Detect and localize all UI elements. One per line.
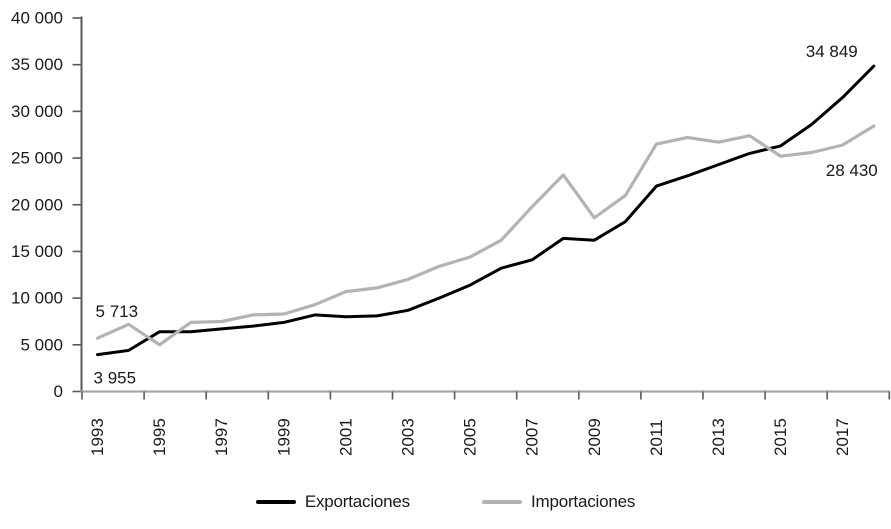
ytick-label: 30 000	[11, 102, 63, 121]
xtick-label: 2013	[709, 418, 728, 456]
ytick-label: 0	[54, 382, 63, 401]
xtick-label: 1999	[274, 418, 293, 456]
xtick-label: 1993	[88, 418, 107, 456]
data-label: 3 955	[94, 369, 137, 388]
xtick-label: 2005	[461, 418, 480, 456]
ytick-label: 5 000	[20, 335, 63, 354]
ytick-label: 10 000	[11, 289, 63, 308]
importaciones-line-swatch	[481, 500, 522, 504]
ytick-label: 20 000	[11, 195, 63, 214]
legend-item-importaciones: Importaciones	[481, 492, 636, 512]
xtick-label: 2003	[399, 418, 418, 456]
chart-legend: Exportaciones Importaciones	[0, 483, 891, 521]
legend-label-exportaciones: Exportaciones	[304, 492, 410, 511]
ytick-label: 15 000	[11, 242, 63, 261]
exportaciones-line	[96, 64, 876, 357]
xtick-label: 2007	[523, 418, 542, 456]
xtick-label: 2015	[771, 418, 790, 456]
xtick-label: 2017	[833, 418, 852, 456]
xtick-label: 1997	[212, 418, 231, 456]
line-chart: 0 5 000 10 000 15 000 20 000 25 000 30 000 35 0…	[11, 9, 891, 456]
data-label: 28 430	[826, 161, 878, 180]
xtick-label: 1995	[150, 418, 169, 456]
legend-item-exportaciones: Exportaciones	[255, 492, 410, 512]
ytick-label: 40 000	[11, 9, 63, 28]
data-label: 5 713	[96, 302, 139, 321]
exportaciones-line-swatch	[255, 500, 296, 504]
xtick-label: 2011	[647, 419, 666, 456]
ytick-label: 35 000	[11, 55, 63, 74]
legend-label-importaciones: Importaciones	[530, 492, 636, 511]
xtick-label: 2009	[585, 418, 604, 456]
data-label: 34 849	[806, 42, 858, 61]
xtick-label: 2001	[336, 418, 355, 456]
importaciones-line	[95, 124, 876, 347]
ytick-label: 25 000	[11, 149, 63, 168]
